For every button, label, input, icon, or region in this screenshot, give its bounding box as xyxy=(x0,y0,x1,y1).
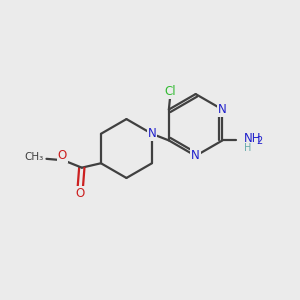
Text: O: O xyxy=(76,187,85,200)
Text: Cl: Cl xyxy=(164,85,176,98)
Text: CH₃: CH₃ xyxy=(25,152,44,162)
Text: O: O xyxy=(58,149,67,162)
Text: 2: 2 xyxy=(256,136,262,146)
Text: N: N xyxy=(148,127,156,140)
Text: N: N xyxy=(191,149,200,162)
Text: N: N xyxy=(218,103,227,116)
Text: NH: NH xyxy=(244,132,261,145)
Text: H: H xyxy=(244,143,251,153)
